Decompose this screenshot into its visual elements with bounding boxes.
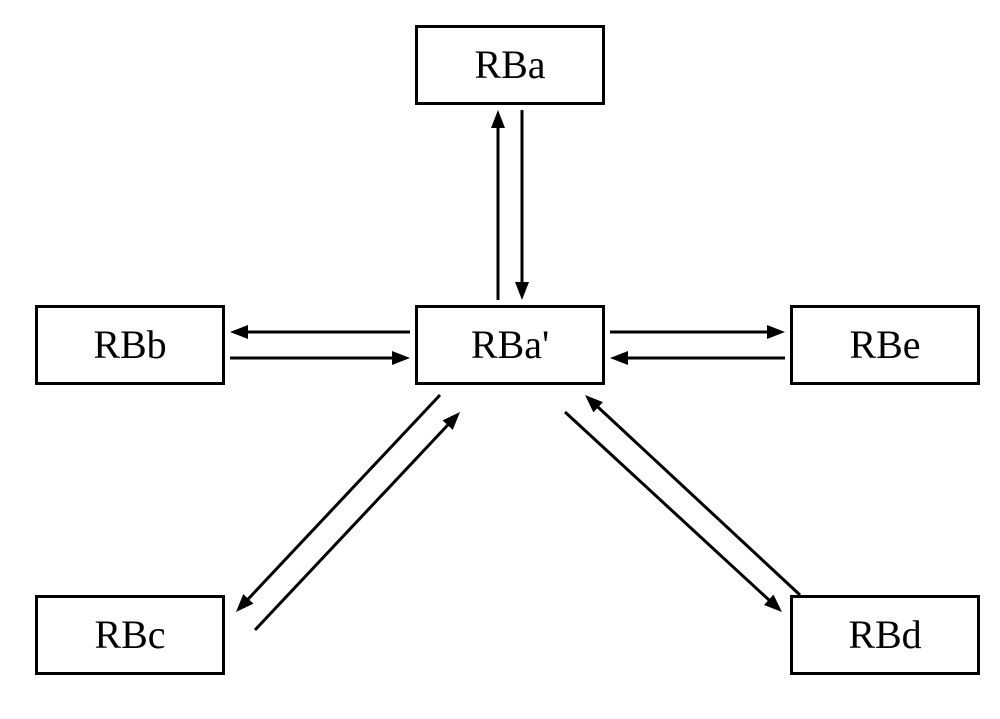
edge-4: [610, 325, 785, 339]
edge-6: [236, 395, 440, 612]
node-RBa_prime: RBa': [415, 305, 605, 385]
edge-7: [255, 412, 460, 630]
node-label: RBd: [848, 615, 921, 655]
diagram-canvas: RBa RBb RBa' RBe RBc RBd: [0, 0, 1000, 719]
node-label: RBc: [94, 615, 165, 655]
node-label: RBa: [474, 45, 545, 85]
edge-0: [491, 110, 505, 300]
node-RBc: RBc: [35, 595, 225, 675]
node-RBb: RBb: [35, 305, 225, 385]
node-RBa: RBa: [415, 25, 605, 105]
edge-3: [230, 351, 410, 365]
node-label: RBe: [849, 325, 920, 365]
node-RBd: RBd: [790, 595, 980, 675]
node-label: RBa': [471, 325, 549, 365]
edge-1: [515, 110, 529, 300]
node-RBe: RBe: [790, 305, 980, 385]
edge-2: [230, 325, 410, 339]
edge-5: [610, 351, 785, 365]
edge-8: [565, 412, 782, 612]
node-label: RBb: [93, 325, 166, 365]
edge-9: [585, 395, 800, 595]
